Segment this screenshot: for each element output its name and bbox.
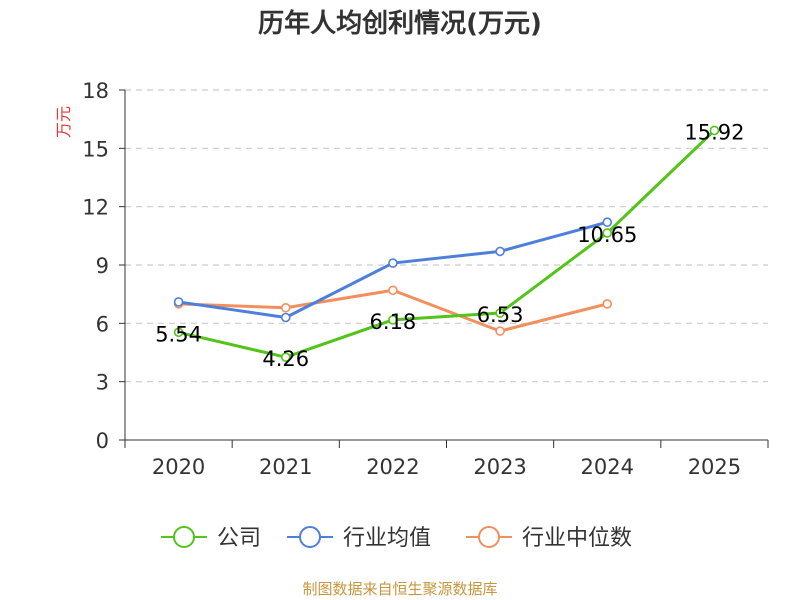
series-line-1 <box>178 220 608 319</box>
series-line-0 <box>178 129 716 359</box>
data-point-2-4 <box>602 299 613 309</box>
y-axis-label: 万元 <box>54 106 73 138</box>
legend-label-1: 行业均值 <box>343 526 431 551</box>
y-tick-label-9: 9 <box>96 254 109 278</box>
data-point-2-1 <box>280 302 291 313</box>
y-tick-label-6: 6 <box>96 312 109 336</box>
source-note: 制图数据来自恒生聚源数据库 <box>302 580 498 598</box>
data-point-0-4 <box>602 228 613 238</box>
data-point-1-3 <box>495 246 505 257</box>
data-point-0-3 <box>495 308 505 318</box>
data-point-0-1 <box>280 352 291 362</box>
data-point-0-0 <box>173 327 184 338</box>
data-label-3: 6.53 <box>477 303 524 327</box>
legend-marker-0 <box>173 526 195 548</box>
data-point-2-3 <box>495 326 505 336</box>
x-tick-label-2021: 2021 <box>259 455 312 479</box>
data-point-0-5 <box>709 125 720 136</box>
data-point-1-0 <box>173 297 184 307</box>
y-tick-label-0: 0 <box>96 429 109 453</box>
data-point-2-2 <box>388 285 398 296</box>
y-tick-label-15: 15 <box>82 137 109 161</box>
legend-label-2: 行业中位数 <box>522 526 632 551</box>
x-tick-label-2025: 2025 <box>688 455 741 479</box>
legend-marker-2 <box>478 526 500 548</box>
data-label-2: 6.18 <box>370 310 417 334</box>
data-label-5: 15.92 <box>684 120 744 144</box>
chart-title: 历年人均创利情况(万元) <box>258 9 542 39</box>
y-tick-label-3: 3 <box>96 371 109 395</box>
x-tick-label-2023: 2023 <box>473 455 526 479</box>
legend-label-0: 公司 <box>217 526 261 551</box>
legend-marker-1 <box>299 526 321 548</box>
data-point-1-2 <box>388 258 398 268</box>
data-label-0: 5.54 <box>155 322 202 346</box>
data-point-0-2 <box>388 315 398 325</box>
x-tick-label-2024: 2024 <box>581 455 634 479</box>
x-tick-label-2022: 2022 <box>366 455 419 479</box>
data-point-1-4 <box>602 217 613 228</box>
data-label-4: 10.65 <box>577 223 637 247</box>
y-tick-label-12: 12 <box>82 196 109 220</box>
y-tick-label-18: 18 <box>82 79 109 103</box>
data-point-1-1 <box>280 312 291 323</box>
data-label-1: 4.26 <box>262 347 309 371</box>
x-tick-label-2020: 2020 <box>152 455 205 479</box>
